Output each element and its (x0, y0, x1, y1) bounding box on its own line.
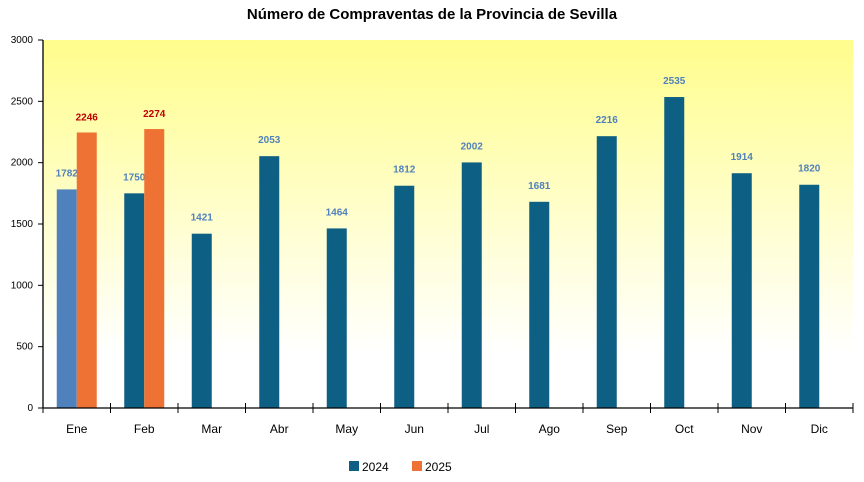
bar-2024-ene (56, 189, 77, 408)
data-label-2024-oct: 2535 (663, 76, 686, 87)
x-tick-label: Sep (606, 422, 628, 436)
y-tick-label: 500 (16, 342, 33, 353)
bar-2024-may (326, 228, 347, 408)
bar-2024-oct (664, 97, 685, 408)
legend-swatch-2024 (349, 461, 359, 471)
y-tick-label: 2500 (11, 96, 34, 107)
data-label-2024-mar: 1421 (191, 213, 214, 224)
y-tick-label: 1500 (11, 219, 34, 230)
x-tick-label: Jul (474, 422, 489, 436)
data-label-2024-may: 1464 (326, 207, 349, 218)
x-tick-label: Dic (811, 422, 828, 436)
y-tick-label: 1000 (11, 280, 34, 291)
x-tick-label: Ago (539, 422, 561, 436)
data-label-2024-nov: 1914 (731, 152, 754, 163)
bar-2024-dic (799, 184, 820, 408)
data-label-2024-jul: 2002 (461, 141, 484, 152)
legend-swatch-2025 (412, 461, 422, 471)
data-label-2024-ago: 1681 (528, 181, 551, 192)
data-label-2024-ene: 1782 (56, 168, 79, 179)
bar-2024-mar (191, 233, 212, 408)
x-tick-label: May (335, 422, 358, 436)
x-tick-label: Oct (675, 422, 694, 436)
bar-2024-jul (461, 162, 482, 408)
legend-label-2024: 2024 (362, 460, 389, 474)
data-label-2024-jun: 1812 (393, 165, 416, 176)
bar-2024-feb (124, 193, 145, 408)
chart-title: Número de Compraventas de la Provincia d… (246, 6, 618, 23)
x-tick-label: Ene (66, 422, 88, 436)
x-tick-label: Nov (741, 422, 762, 436)
x-tick-label: Jun (405, 422, 424, 436)
bar-2024-nov (731, 173, 752, 408)
bar-2024-abr (259, 156, 280, 408)
bar-2024-sep (596, 136, 617, 409)
x-tick-label: Feb (134, 422, 155, 436)
bar-2025-ene (76, 132, 97, 408)
bar-2025-feb (144, 129, 165, 408)
data-label-2025-feb: 2274 (143, 109, 166, 120)
y-tick-label: 0 (27, 403, 33, 414)
y-tick-label: 3000 (11, 35, 34, 46)
x-tick-label: Abr (270, 422, 289, 436)
data-label-2024-abr: 2053 (258, 135, 281, 146)
x-tick-label: Mar (201, 422, 222, 436)
plot-area (43, 40, 853, 408)
legend-label-2025: 2025 (425, 460, 452, 474)
data-label-2025-ene: 2246 (76, 112, 99, 123)
data-label-2024-feb: 1750 (123, 172, 146, 183)
bar-2024-jun (394, 185, 415, 408)
data-label-2024-dic: 1820 (798, 164, 821, 175)
data-label-2024-sep: 2216 (596, 115, 619, 126)
y-tick-label: 2000 (11, 158, 34, 169)
bar-2024-ago (529, 201, 550, 408)
